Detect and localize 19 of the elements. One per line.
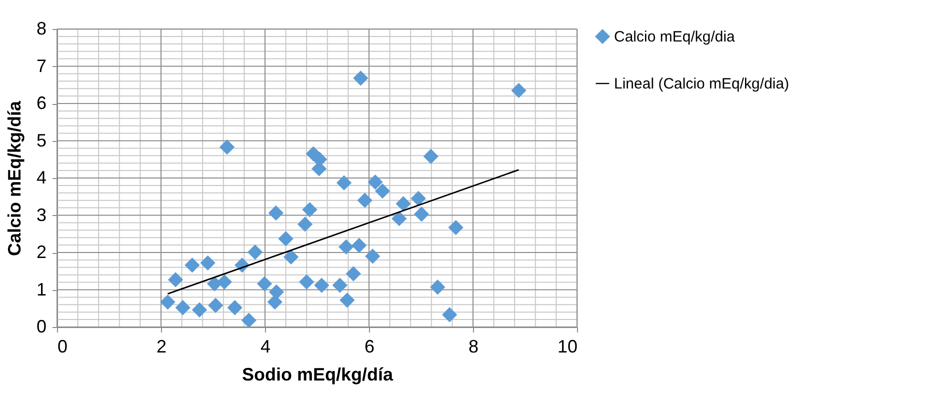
x-tick-label: 0	[58, 336, 68, 356]
y-tick-label: 3	[36, 204, 46, 225]
y-axis-title: Calcio mEq/kg/día	[4, 100, 24, 256]
y-tick-label: 2	[36, 242, 46, 262]
y-tick-label: 4	[36, 168, 46, 188]
x-tick-label: 10	[557, 336, 578, 356]
y-tick-label: 6	[36, 93, 46, 113]
y-tick-label: 0	[36, 316, 46, 336]
legend-label: Lineal (Calcio mEq/kg/dia)	[614, 76, 790, 92]
x-tick-label: 8	[468, 336, 479, 356]
legend-label: Calcio mEq/kg/dia	[614, 28, 736, 46]
x-tick-label: 6	[364, 336, 375, 356]
x-axis-title: Sodio mEq/kg/día	[242, 364, 394, 384]
y-tick-label: 1	[36, 279, 46, 300]
x-tick-label: 2	[156, 336, 167, 356]
y-tick-label: 8	[36, 18, 46, 38]
x-tick-label: 4	[260, 336, 271, 356]
y-tick-label: 7	[36, 56, 46, 76]
y-tick-label: 5	[36, 130, 46, 150]
